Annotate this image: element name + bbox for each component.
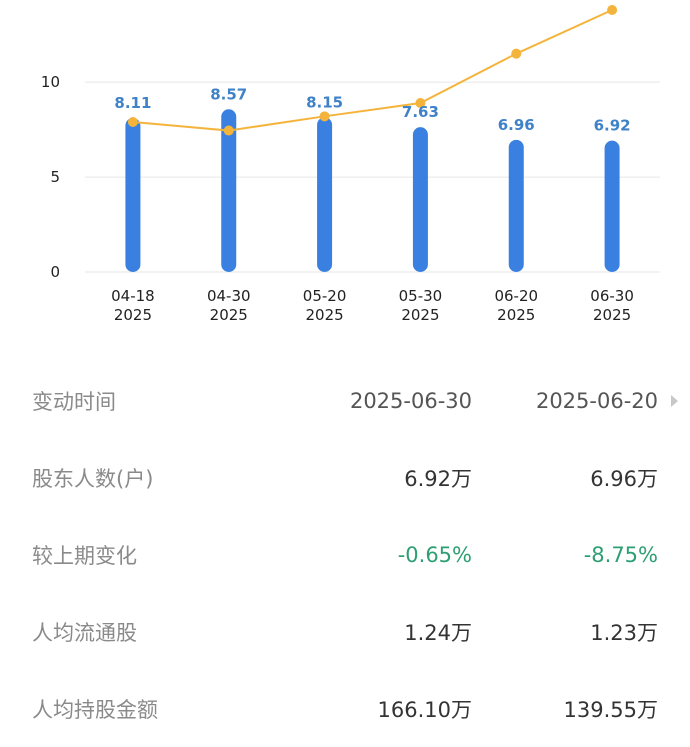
- table-row: 人均持股金额 166.10万 139.55万: [0, 670, 690, 747]
- table-row: 较上期变化 -0.65% -8.75%: [0, 516, 690, 593]
- bar-data-label: 6.92: [594, 117, 631, 135]
- line-point: [127, 117, 138, 128]
- table-header-row: 变动时间 2025-06-30 2025-06-20: [0, 362, 690, 439]
- header-date-1: 2025-06-30: [349, 388, 472, 413]
- row-value-2: 6.96万: [590, 466, 658, 491]
- table-row: 股东人数(户) 6.92万 6.96万: [0, 439, 690, 516]
- x-tick-label: 05-30: [399, 287, 443, 305]
- bar: [221, 109, 237, 272]
- row-value-1: 1.24万: [404, 620, 472, 645]
- x-tick-year: 2025: [210, 306, 248, 324]
- line-point: [223, 125, 234, 136]
- bar: [125, 118, 141, 273]
- x-tick-year: 2025: [593, 306, 631, 324]
- bar-data-label: 7.63: [402, 103, 439, 121]
- line-point: [607, 5, 618, 15]
- line-path: [132, 9, 613, 132]
- bar: [412, 127, 428, 272]
- bar-data-label: 8.15: [306, 93, 343, 111]
- bar-data-labels: 8.11 8.57 8.15 7.63 6.96 6.92: [114, 85, 630, 134]
- x-tick-label: 05-20: [303, 287, 347, 305]
- x-tick-year: 2025: [305, 306, 343, 324]
- row-value-2: 1.23万: [590, 620, 658, 645]
- row-value-1: 6.92万: [404, 466, 472, 491]
- line-point: [319, 111, 330, 122]
- shareholder-table: 变动时间 2025-06-30 2025-06-20 股东人数(户) 6.92万…: [0, 362, 690, 747]
- table-row: 人均流通股 1.24万 1.23万: [0, 593, 690, 670]
- bar: [604, 140, 620, 272]
- x-axis: 04-18202504-30202505-20202505-30202506-2…: [111, 287, 634, 324]
- y-tick-label: 5: [50, 168, 60, 186]
- chart-gridlines: [85, 81, 660, 273]
- line-point: [511, 48, 522, 59]
- x-tick-year: 2025: [114, 306, 152, 324]
- row-label: 较上期变化: [32, 543, 137, 568]
- row-value-1: -0.65%: [397, 542, 472, 567]
- row-label: 人均持股金额: [32, 697, 158, 722]
- x-tick-year: 2025: [401, 306, 439, 324]
- row-value-1: 166.10万: [377, 697, 472, 722]
- scroll-right-arrow-icon[interactable]: [671, 394, 678, 407]
- row-value-2: 139.55万: [563, 697, 658, 722]
- row-label: 股东人数(户): [32, 466, 154, 491]
- x-tick-year: 2025: [497, 306, 535, 324]
- bar: [317, 117, 333, 272]
- header-label: 变动时间: [32, 389, 116, 414]
- bar-data-label: 8.11: [114, 94, 151, 112]
- x-tick-label: 04-30: [207, 287, 251, 305]
- bar-series: [125, 109, 620, 273]
- x-tick-label: 06-30: [590, 287, 634, 305]
- line-series: [127, 5, 618, 136]
- row-label: 人均流通股: [32, 620, 137, 645]
- bar-data-label: 6.96: [498, 116, 535, 134]
- x-tick-label: 04-18: [111, 287, 155, 305]
- x-tick-label: 06-20: [494, 287, 538, 305]
- y-tick-label: 10: [41, 73, 60, 91]
- y-axis: 0 5 10: [41, 73, 60, 281]
- line-point: [415, 98, 426, 109]
- header-date-2: 2025-06-20: [535, 388, 658, 413]
- row-value-2: -8.75%: [583, 542, 658, 567]
- y-tick-label: 0: [50, 263, 60, 281]
- bar-data-label: 8.57: [210, 85, 247, 103]
- bar: [508, 139, 524, 272]
